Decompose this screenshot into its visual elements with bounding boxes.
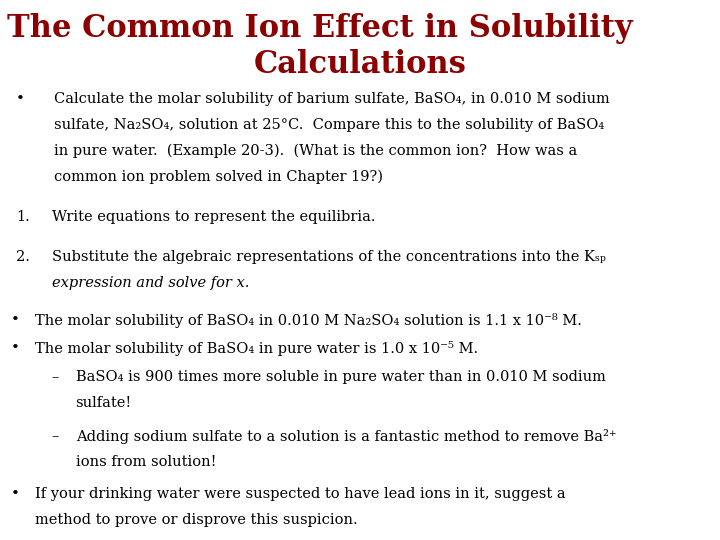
Text: If your drinking water were suspected to have lead ions in it, suggest a: If your drinking water were suspected to… [35, 487, 565, 501]
Text: •: • [16, 92, 24, 106]
Text: Write equations to represent the equilibria.: Write equations to represent the equilib… [52, 210, 375, 224]
Text: common ion problem solved in Chapter 19?): common ion problem solved in Chapter 19?… [54, 170, 383, 184]
Text: Substitute the algebraic representations of the concentrations into the Kₛₚ: Substitute the algebraic representations… [52, 250, 606, 264]
Text: 1.: 1. [16, 210, 30, 224]
Text: sulfate!: sulfate! [76, 396, 132, 410]
Text: The molar solubility of BaSO₄ in 0.010 M Na₂SO₄ solution is 1.1 x 10⁻⁸ M.: The molar solubility of BaSO₄ in 0.010 M… [35, 313, 582, 328]
Text: The molar solubility of BaSO₄ in pure water is 1.0 x 10⁻⁵ M.: The molar solubility of BaSO₄ in pure wa… [35, 341, 477, 356]
Text: Adding sodium sulfate to a solution is a fantastic method to remove Ba²⁺: Adding sodium sulfate to a solution is a… [76, 429, 616, 444]
Text: ions from solution!: ions from solution! [76, 455, 216, 469]
Text: BaSO₄ is 900 times more soluble in pure water than in 0.010 M sodium: BaSO₄ is 900 times more soluble in pure … [76, 370, 606, 384]
Text: –: – [52, 370, 59, 384]
Text: •: • [11, 487, 19, 501]
Text: –: – [52, 429, 59, 443]
Text: 2.: 2. [16, 250, 30, 264]
Text: expression and solve for x.: expression and solve for x. [52, 276, 249, 290]
Text: sulfate, Na₂SO₄, solution at 25°C.  Compare this to the solubility of BaSO₄: sulfate, Na₂SO₄, solution at 25°C. Compa… [54, 118, 604, 132]
Text: in pure water.  (Example 20-3).  (What is the common ion?  How was a: in pure water. (Example 20-3). (What is … [54, 144, 577, 158]
Text: The Common Ion Effect in Solubility: The Common Ion Effect in Solubility [7, 14, 633, 44]
Text: •: • [11, 341, 19, 355]
Text: Calculate the molar solubility of barium sulfate, BaSO₄, in 0.010 M sodium: Calculate the molar solubility of barium… [54, 92, 610, 106]
Text: method to prove or disprove this suspicion.: method to prove or disprove this suspici… [35, 513, 357, 527]
Text: Calculations: Calculations [253, 49, 467, 79]
Text: •: • [11, 313, 19, 327]
